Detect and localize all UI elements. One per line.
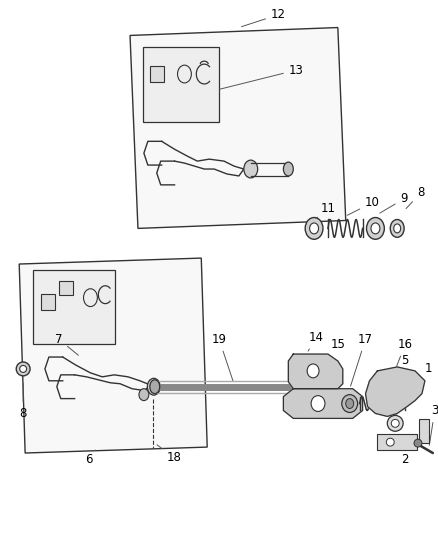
Text: 16: 16 bbox=[388, 338, 412, 388]
Ellipse shape bbox=[386, 415, 402, 431]
Ellipse shape bbox=[393, 224, 400, 233]
Ellipse shape bbox=[389, 220, 403, 237]
Ellipse shape bbox=[138, 389, 148, 401]
Text: 15: 15 bbox=[327, 338, 344, 357]
Text: 10: 10 bbox=[346, 196, 379, 215]
Text: 2: 2 bbox=[396, 446, 408, 466]
Polygon shape bbox=[288, 354, 342, 389]
Text: 1: 1 bbox=[421, 362, 431, 379]
Text: 8: 8 bbox=[405, 186, 424, 208]
Ellipse shape bbox=[16, 362, 30, 376]
Text: 6: 6 bbox=[85, 450, 95, 466]
Text: 7: 7 bbox=[55, 333, 78, 356]
Ellipse shape bbox=[366, 217, 383, 239]
Ellipse shape bbox=[309, 223, 318, 234]
Text: 8: 8 bbox=[19, 384, 27, 420]
Text: 18: 18 bbox=[157, 445, 182, 464]
Ellipse shape bbox=[345, 399, 353, 408]
Text: 11: 11 bbox=[315, 202, 335, 219]
Text: 19: 19 bbox=[211, 333, 233, 381]
Text: 5: 5 bbox=[393, 354, 408, 372]
Ellipse shape bbox=[283, 162, 293, 176]
Ellipse shape bbox=[149, 380, 159, 394]
Ellipse shape bbox=[370, 223, 379, 234]
Polygon shape bbox=[19, 258, 207, 453]
Ellipse shape bbox=[304, 217, 322, 239]
Polygon shape bbox=[365, 367, 424, 416]
Ellipse shape bbox=[385, 438, 393, 446]
Ellipse shape bbox=[390, 419, 398, 427]
Bar bbox=[149, 66, 163, 82]
Bar bbox=[41, 294, 55, 310]
Bar bbox=[418, 419, 428, 443]
Polygon shape bbox=[283, 389, 362, 418]
Bar bbox=[59, 281, 72, 295]
Text: 14: 14 bbox=[307, 331, 323, 351]
Text: 17: 17 bbox=[350, 333, 372, 386]
Polygon shape bbox=[130, 28, 345, 229]
Ellipse shape bbox=[311, 395, 324, 411]
Text: 9: 9 bbox=[379, 192, 407, 213]
Text: 4: 4 bbox=[395, 390, 405, 416]
Text: 12: 12 bbox=[241, 8, 285, 27]
Bar bbox=[142, 47, 219, 122]
Ellipse shape bbox=[413, 439, 421, 447]
Bar bbox=[33, 270, 115, 344]
Text: 13: 13 bbox=[219, 63, 303, 89]
Ellipse shape bbox=[147, 378, 160, 395]
Bar bbox=[377, 434, 416, 450]
Text: 3: 3 bbox=[428, 404, 438, 446]
Ellipse shape bbox=[243, 160, 257, 178]
Ellipse shape bbox=[307, 364, 318, 378]
Ellipse shape bbox=[20, 366, 27, 373]
Ellipse shape bbox=[341, 394, 357, 413]
